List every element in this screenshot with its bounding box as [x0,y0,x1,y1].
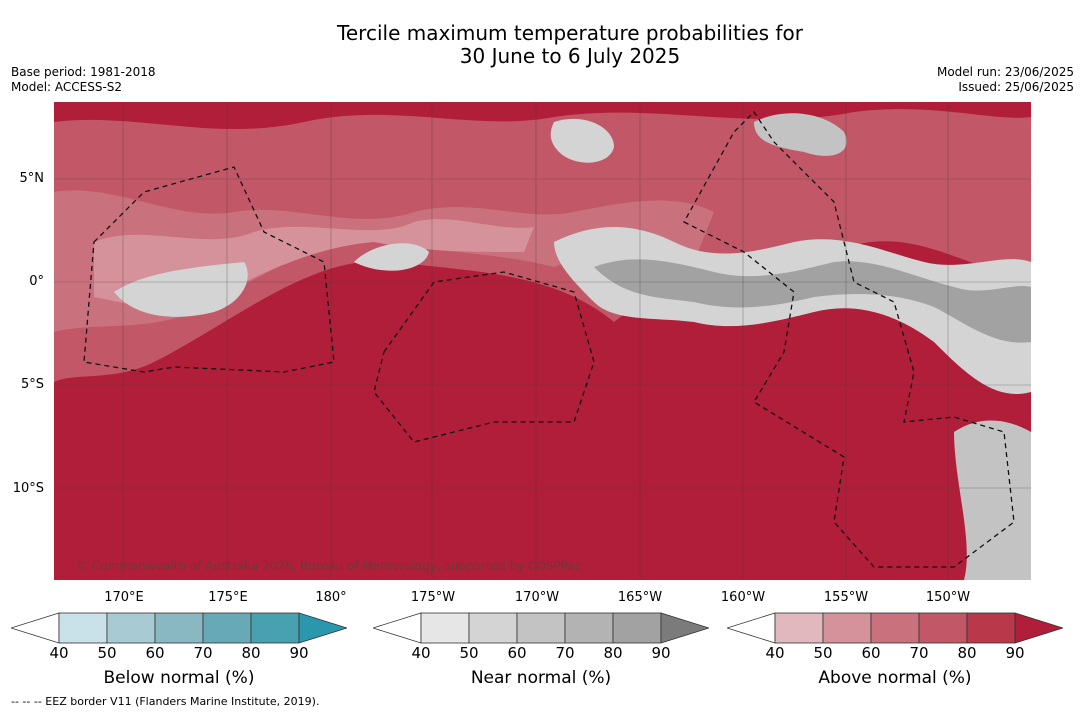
eez-borders [83,110,1015,568]
cbar-tick: 70 [909,644,929,662]
cbar-below-60-70 [154,612,204,644]
copyright-text: © Commonwealth of Australia 2025, Bureau… [76,559,582,573]
lon-label-170e: 170°E [104,590,144,605]
cbar-tick: 40 [49,644,69,662]
cbar-above-80-90 [966,612,1016,644]
near-normal-north [754,113,847,156]
meta-left: Base period: 1981-2018 Model: ACCESS-S2 [11,65,156,95]
near-normal-small [354,243,429,271]
colorbar-near-normal [373,612,709,644]
lon-label-150w: 150°W [925,590,971,605]
graticule [54,102,1031,580]
cbar-below-50-60 [106,612,156,644]
cbar-below-max [298,612,347,644]
cbar-near-40-50 [420,612,470,644]
model-name: Model: ACCESS-S2 [11,80,123,94]
near-normal-west [114,262,248,317]
cbar-tick: 90 [651,644,671,662]
colorbar-above-ticks: 40 50 60 70 80 90 [727,644,1063,662]
cbar-near-extend [373,612,422,644]
lon-label-155w: 155°W [823,590,869,605]
lon-label-165w: 165°W [617,590,663,605]
lon-label-175e: 175°E [208,590,248,605]
map-svg [54,102,1031,580]
cbar-above-50-60 [822,612,872,644]
base-period: Base period: 1981-2018 [11,65,156,79]
cbar-tick: 70 [555,644,575,662]
cbar-tick: 90 [289,644,309,662]
cbar-tick: 60 [145,644,165,662]
issued-date: Issued: 25/06/2025 [958,80,1074,94]
eez-border-2 [373,271,595,443]
meta-right: Model run: 23/06/2025 Issued: 25/06/2025 [937,65,1074,95]
colorbar-above-label: Above normal (%) [818,668,972,688]
cbar-tick: 60 [507,644,527,662]
cbar-tick: 90 [1005,644,1025,662]
cbar-near-50-60 [468,612,518,644]
near-normal-north-2 [550,118,614,163]
colorbar-below-normal [11,612,347,644]
lat-label-5n: 5°N [19,171,45,186]
map-title: Tercile maximum temperature probabilitie… [0,22,1085,68]
near-normal-core [594,259,1031,343]
cbar-tick: 80 [241,644,261,662]
lon-label-170w: 170°W [514,590,560,605]
lon-label-180: 180° [315,590,347,605]
eez-footnote: -- -- -- EEZ border V11 (Flanders Marine… [11,695,320,708]
cbar-near-80-90 [612,612,662,644]
eez-border-3 [683,110,1015,568]
cbar-tick: 60 [861,644,881,662]
cbar-tick: 80 [603,644,623,662]
cbar-tick: 50 [459,644,479,662]
cbar-below-40-50 [58,612,108,644]
cbar-tick: 80 [957,644,977,662]
lat-label-10s: 10°S [12,481,44,496]
eez-border-1 [83,166,335,373]
lat-label-0: 0° [29,274,44,289]
colorbar-below-label: Below normal (%) [103,668,255,688]
cbar-near-70-80 [564,612,614,644]
colorbar-above-normal [727,612,1063,644]
cbar-tick: 40 [411,644,431,662]
lon-label-175w: 175°W [410,590,456,605]
lat-label-5s: 5°S [20,377,44,392]
cbar-above-max [1014,612,1063,644]
probability-map: © Commonwealth of Australia 2025, Bureau… [54,102,1031,580]
cbar-below-80-90 [250,612,300,644]
cbar-above-40-50 [774,612,824,644]
cbar-tick: 50 [813,644,833,662]
title-line-2: 30 June to 6 July 2025 [459,44,681,68]
cbar-tick: 40 [765,644,785,662]
cbar-below-70-80 [202,612,252,644]
model-run: Model run: 23/06/2025 [936,65,1074,79]
colorbar-near-label: Near normal (%) [470,668,612,688]
colorbar-near-ticks: 40 50 60 70 80 90 [373,644,709,662]
cbar-near-60-70 [516,612,566,644]
lon-label-160w: 160°W [720,590,766,605]
cbar-above-extend [727,612,776,644]
cbar-tick: 70 [193,644,213,662]
near-normal-southeast [954,420,1031,580]
cbar-tick: 50 [97,644,117,662]
cbar-above-60-70 [870,612,920,644]
title-line-1: Tercile maximum temperature probabilitie… [337,21,803,45]
cbar-below-extend [11,612,60,644]
cbar-near-max [660,612,709,644]
cbar-above-70-80 [918,612,968,644]
colorbar-below-ticks: 40 50 60 70 80 90 [11,644,347,662]
